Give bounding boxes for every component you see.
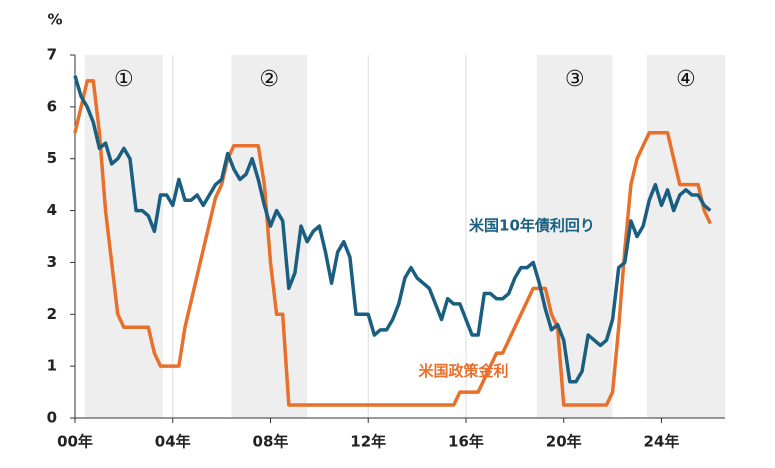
period-label: ④ bbox=[676, 67, 696, 92]
series-annotation: 米国政策金利 bbox=[419, 362, 509, 380]
x-tick-label: 20年 bbox=[546, 433, 582, 451]
period-label: ② bbox=[259, 67, 279, 92]
series-line bbox=[73, 75, 712, 384]
period-label: ① bbox=[114, 67, 134, 92]
period-label: ③ bbox=[565, 67, 585, 92]
y-tick-label: 3 bbox=[47, 253, 57, 271]
series-line bbox=[73, 79, 712, 407]
x-tick-label: 04年 bbox=[155, 433, 191, 451]
series-annotation: 米国10年債利回り bbox=[469, 217, 595, 235]
y-tick-label: 5 bbox=[47, 149, 57, 167]
y-tick-label: 7 bbox=[47, 46, 57, 64]
y-tick-label: 2 bbox=[47, 305, 57, 323]
y-tick-label: 6 bbox=[47, 97, 57, 115]
y-tick-label: 0 bbox=[47, 409, 57, 427]
y-unit: % bbox=[47, 11, 62, 29]
x-tick-label: 08年 bbox=[253, 433, 289, 451]
x-tick-label: 12年 bbox=[350, 433, 386, 451]
x-tick-label: 24年 bbox=[644, 433, 680, 451]
shaded-period bbox=[536, 55, 613, 418]
y-tick-label: 4 bbox=[47, 201, 57, 219]
y-tick-label: 1 bbox=[47, 357, 57, 375]
x-tick-label: 00年 bbox=[57, 433, 93, 451]
x-tick-label: 16年 bbox=[448, 433, 484, 451]
shaded-period bbox=[646, 55, 725, 418]
